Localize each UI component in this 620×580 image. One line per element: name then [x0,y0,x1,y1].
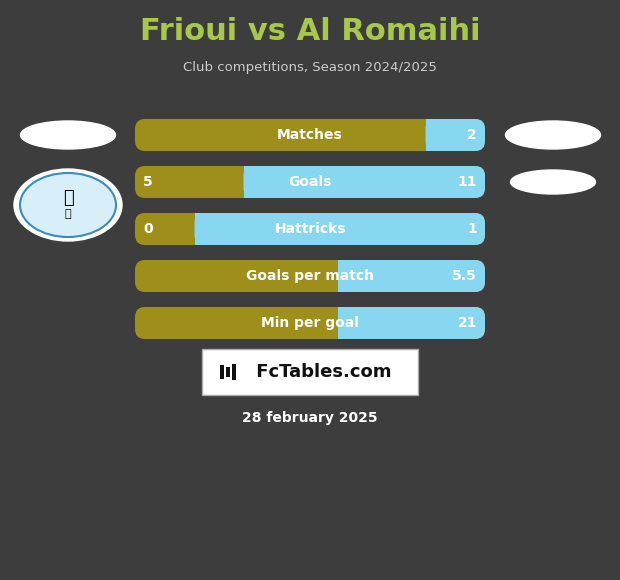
FancyBboxPatch shape [338,307,352,339]
FancyBboxPatch shape [425,119,485,151]
Bar [220,365,224,379]
Ellipse shape [20,121,115,149]
FancyBboxPatch shape [135,213,485,245]
Text: 5.5: 5.5 [452,269,477,283]
FancyBboxPatch shape [135,166,485,198]
Text: 11: 11 [458,175,477,189]
Text: 🦅: 🦅 [63,189,73,207]
FancyBboxPatch shape [195,213,485,245]
FancyBboxPatch shape [244,166,485,198]
Text: 5: 5 [143,175,153,189]
Text: FcTables.com: FcTables.com [250,363,392,381]
Ellipse shape [14,169,122,241]
Text: ⚽: ⚽ [64,209,71,219]
Bar [232,364,236,380]
Text: 28 february 2025: 28 february 2025 [242,411,378,425]
FancyBboxPatch shape [202,349,418,395]
Text: Frioui vs Al Romaihi: Frioui vs Al Romaihi [140,17,480,46]
FancyBboxPatch shape [195,213,208,245]
Bar [226,367,230,377]
Ellipse shape [505,121,601,149]
Text: Club competitions, Season 2024/2025: Club competitions, Season 2024/2025 [183,61,437,74]
Text: 2: 2 [467,128,477,142]
Ellipse shape [510,170,595,194]
FancyBboxPatch shape [135,307,485,339]
Text: Min per goal: Min per goal [261,316,359,330]
FancyBboxPatch shape [425,119,440,151]
FancyBboxPatch shape [338,260,485,292]
FancyBboxPatch shape [135,260,485,292]
Text: Hattricks: Hattricks [274,222,346,236]
FancyBboxPatch shape [338,260,352,292]
FancyBboxPatch shape [135,119,485,151]
Ellipse shape [20,173,116,237]
Text: Goals per match: Goals per match [246,269,374,283]
Text: 0: 0 [143,222,153,236]
Text: Matches: Matches [277,128,343,142]
Text: 21: 21 [458,316,477,330]
FancyBboxPatch shape [244,166,257,198]
Text: Goals: Goals [288,175,332,189]
Text: 1: 1 [467,222,477,236]
FancyBboxPatch shape [338,307,485,339]
